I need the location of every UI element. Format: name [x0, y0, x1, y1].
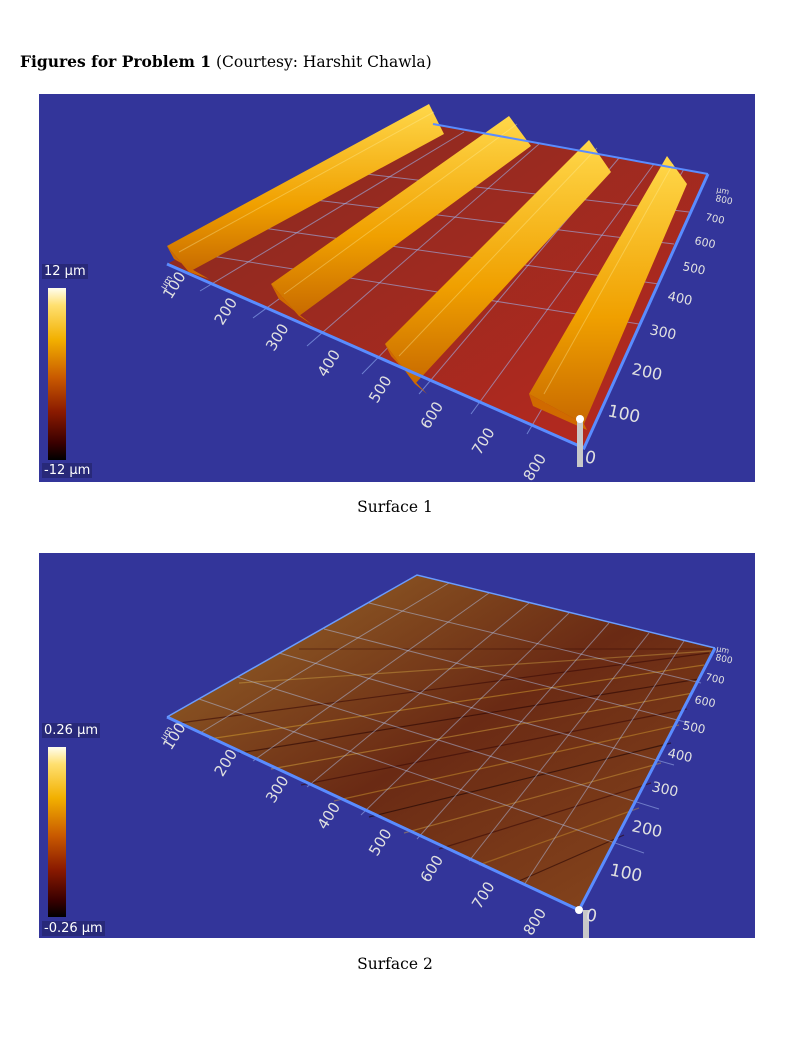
axis-tick-label: 600	[417, 398, 447, 432]
axis-tick-label: 100	[608, 860, 644, 886]
surface-2-figure: µm 100 200 300 400 500 600 700 800 0 100 200 300 400…	[39, 553, 755, 938]
axis-tick-label: 800	[520, 450, 550, 482]
axis-tick-label: 200	[630, 359, 664, 384]
surface-2-colorbar-min: -0.26 µm	[42, 921, 105, 936]
surface-1-colorbar-min: -12 µm	[42, 463, 93, 478]
axis-tick-label: 700	[468, 878, 498, 912]
axis-tick-label: 300	[262, 320, 292, 354]
axis-tick-label: 400	[314, 799, 344, 833]
surface-1-texture	[178, 111, 674, 395]
axis-tick-label: 300	[262, 772, 292, 806]
axis-tick-label: 800	[520, 905, 550, 938]
axis-tick-label: 200	[630, 816, 664, 841]
axis-tick-label: 400	[666, 289, 693, 309]
axis-tick-label: 400	[314, 346, 344, 380]
surface-2-colorbar-max: 0.26 µm	[42, 723, 101, 738]
axis-tick-label: 700	[468, 424, 498, 458]
axis-tick-label: 600	[417, 852, 447, 886]
surface-1-origin-pin	[577, 419, 583, 467]
axis-tick-label: 800	[714, 194, 733, 207]
axis-tick-label: 0	[583, 447, 598, 469]
surface-2-caption: Surface 2	[357, 955, 433, 973]
surface-1-caption: Surface 1	[357, 498, 433, 516]
surface-1-figure: µm 100 200 300 400 500 600 700 800 0 100 200 300 400…	[39, 94, 755, 482]
axis-unit-label: µm	[716, 185, 731, 197]
surface-2-grid	[198, 582, 702, 886]
surface-1-frame	[166, 173, 710, 450]
surface-2-plane	[167, 575, 715, 910]
axis-tick-label: 300	[650, 779, 679, 800]
axis-tick-label: 800	[714, 653, 733, 666]
axis-tick-label: 400	[666, 746, 693, 766]
axis-tick-label: 200	[211, 294, 241, 328]
axis-tick-label: 100	[606, 401, 642, 427]
surface-1-colorbar	[48, 288, 66, 460]
axis-tick-label: 700	[704, 672, 725, 687]
axis-tick-label: 500	[365, 825, 395, 859]
axis-unit-label: µm	[716, 644, 731, 656]
surface-1-plot: µm 100 200 300 400 500 600 700 800 0 100 200 300 400…	[159, 104, 734, 482]
heading-rest: (Courtesy: Harshit Chawla)	[216, 53, 432, 71]
surface-2-colorbar	[48, 747, 66, 917]
axis-tick-label: 500	[681, 718, 706, 736]
surface-1-ridges	[167, 104, 687, 430]
axis-tick-label: 600	[693, 693, 716, 710]
axis-tick-label: 500	[681, 259, 706, 277]
axis-tick-label: 700	[704, 212, 725, 227]
axis-tick-label: 600	[693, 234, 716, 251]
surface-1-colorbar-max: 12 µm	[42, 264, 88, 279]
surface-2-plot: µm 100 200 300 400 500 600 700 800 0 100 200 300 400…	[159, 574, 734, 938]
page-heading: Figures for Problem 1 (Courtesy: Harshit…	[20, 52, 432, 71]
axis-tick-label: 0	[584, 905, 599, 927]
surface-2-origin-pin	[583, 910, 589, 938]
heading-bold: Figures for Problem 1	[20, 52, 212, 71]
surface-2-texture	[178, 648, 713, 882]
axis-tick-label: 300	[648, 322, 677, 343]
axis-tick-label: 500	[365, 372, 395, 406]
